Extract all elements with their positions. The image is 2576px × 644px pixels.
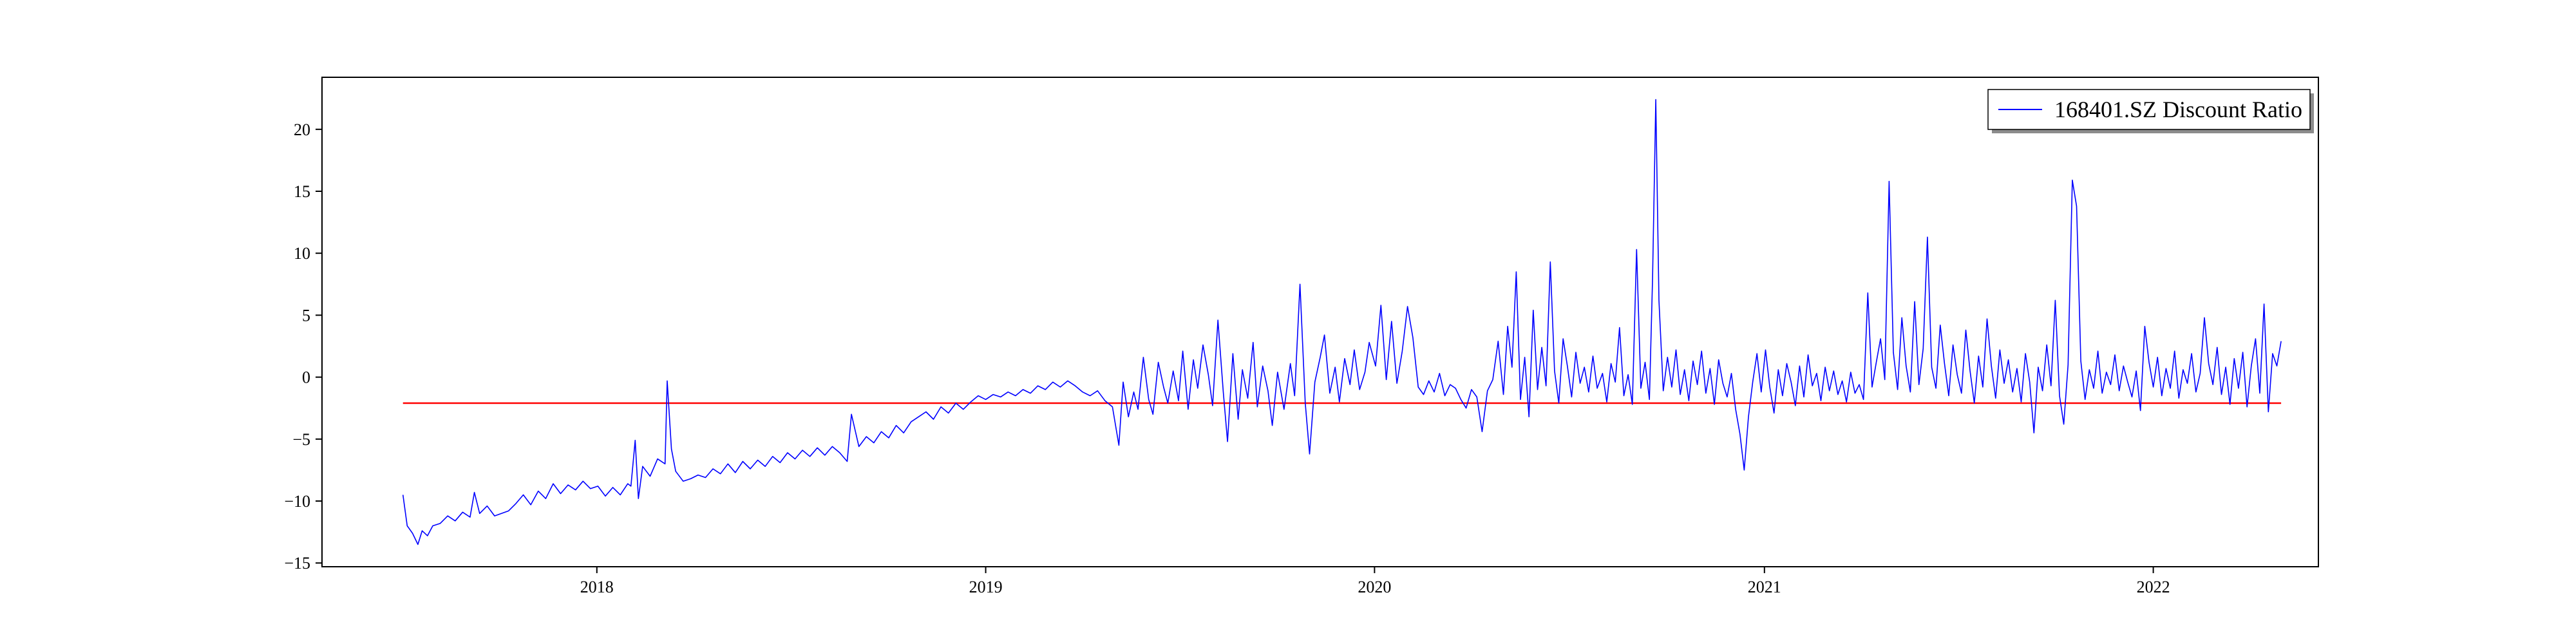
x-tick-label: 2018	[580, 578, 614, 596]
y-tick-label: 0	[302, 368, 310, 387]
y-tick-label: −15	[284, 554, 310, 573]
plot-area	[402, 99, 2282, 545]
x-tick-label: 2022	[2137, 578, 2170, 596]
series-layer	[402, 99, 2282, 545]
y-tick-label: −10	[284, 492, 310, 511]
x-tick-label: 2021	[1748, 578, 1781, 596]
x-tick-label: 2019	[969, 578, 1003, 596]
y-tick-label: −5	[292, 430, 310, 449]
y-tick-label: 10	[294, 244, 310, 263]
y-axis: −15 −10 −5 0 5 10 15 20	[284, 120, 322, 573]
y-tick-label: 15	[294, 182, 310, 201]
y-tick-label: 5	[302, 306, 310, 325]
x-axis: 2018 2019 2020 2021 2022	[580, 567, 2170, 596]
legend-series-label: 168401.SZ Discount Ratio	[2054, 97, 2302, 122]
y-tick-label: 20	[294, 120, 310, 139]
series-line-0	[402, 99, 2282, 545]
plot-frame	[321, 77, 2319, 567]
legend: 168401.SZ Discount Ratio	[1987, 89, 2314, 133]
x-tick-label: 2020	[1358, 578, 1391, 596]
